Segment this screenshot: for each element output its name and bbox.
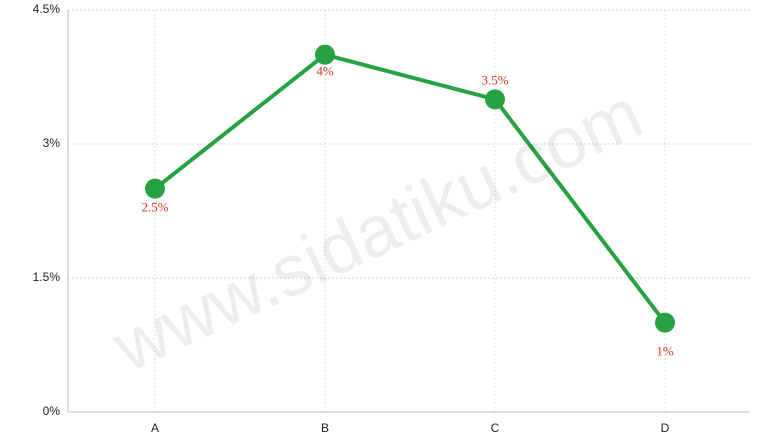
- value-label: 3.5%: [481, 72, 508, 87]
- value-label: 2.5%: [141, 200, 168, 215]
- x-tick-label: D: [661, 421, 670, 435]
- x-tick-label: C: [491, 421, 500, 435]
- x-tick-label: A: [151, 421, 159, 435]
- value-label: 4%: [316, 64, 334, 79]
- y-tick-label: 1.5%: [33, 270, 61, 284]
- x-tick-label: B: [321, 421, 329, 435]
- watermark: www.sidatiku.com: [101, 73, 654, 388]
- y-tick-label: 4.5%: [33, 2, 61, 16]
- value-label: 1%: [656, 344, 674, 359]
- data-point: [315, 44, 335, 65]
- data-line: [153, 52, 667, 324]
- y-tick-label: 3%: [43, 136, 61, 150]
- data-point: [485, 89, 505, 110]
- y-tick-label: 0%: [43, 404, 61, 418]
- data-point: [145, 178, 165, 199]
- data-point: [655, 312, 675, 333]
